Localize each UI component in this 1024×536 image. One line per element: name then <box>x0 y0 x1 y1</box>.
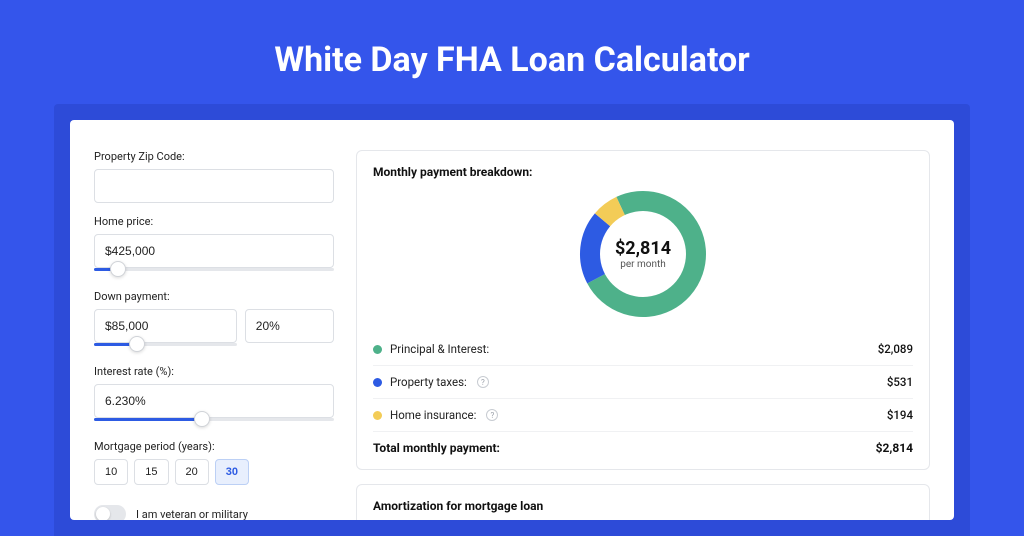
total-label: Total monthly payment: <box>373 441 500 455</box>
period-button-10[interactable]: 10 <box>94 459 128 485</box>
legend-dot <box>373 411 382 420</box>
period-button-group: 1015 2030 <box>94 459 334 485</box>
down-payment-label: Down payment: <box>94 290 334 303</box>
interest-rate-field: Interest rate (%): <box>94 365 334 428</box>
home-price-input[interactable] <box>94 234 334 268</box>
home-price-slider[interactable] <box>94 264 334 278</box>
content-band: Property Zip Code: Home price: Down paym… <box>54 104 970 536</box>
zip-field: Property Zip Code: <box>94 150 334 203</box>
donut-amount: $2,814 <box>615 238 671 259</box>
line-item-label: Home insurance: <box>390 408 476 422</box>
home-price-label: Home price: <box>94 215 334 228</box>
period-button-30[interactable]: 30 <box>215 459 249 485</box>
page-title: White Day FHA Loan Calculator <box>54 40 970 80</box>
zip-input[interactable] <box>94 169 334 203</box>
total-row: Total monthly payment: $2,814 <box>373 431 913 455</box>
amortization-panel: Amortization for mortgage loan Amortizat… <box>356 484 930 520</box>
breakdown-panel: Monthly payment breakdown: $2,814 per mo… <box>356 150 930 470</box>
home-price-field: Home price: <box>94 215 334 278</box>
donut-chart-wrap: $2,814 per month <box>373 189 913 319</box>
period-button-20[interactable]: 20 <box>175 459 209 485</box>
legend-dot <box>373 378 382 387</box>
calculator-card: Property Zip Code: Home price: Down paym… <box>70 120 954 520</box>
down-percent-input[interactable] <box>245 309 334 343</box>
line-item-value: $531 <box>887 375 913 389</box>
period-label: Mortgage period (years): <box>94 440 334 453</box>
line-item-label: Principal & Interest: <box>390 342 489 356</box>
info-icon[interactable]: ? <box>486 409 498 421</box>
line-items: Principal & Interest: $2,089 Property taxe… <box>373 333 913 431</box>
form-column: Property Zip Code: Home price: Down paym… <box>94 150 334 520</box>
down-payment-slider[interactable] <box>94 339 237 353</box>
line-item-value: $194 <box>887 408 913 422</box>
breakdown-line-item: Home insurance:? $194 <box>373 398 913 431</box>
page-root: White Day FHA Loan Calculator Property Z… <box>0 0 1024 536</box>
rate-label: Interest rate (%): <box>94 365 334 378</box>
line-item-label: Property taxes: <box>390 375 467 389</box>
down-payment-field: Down payment: <box>94 290 334 353</box>
donut-center: $2,814 per month <box>600 211 686 297</box>
donut-subtext: per month <box>620 259 666 270</box>
mortgage-period-field: Mortgage period (years): 1015 2030 <box>94 440 334 485</box>
legend-dot <box>373 345 382 354</box>
toggle-thumb <box>96 507 110 520</box>
breakdown-line-item: Principal & Interest: $2,089 <box>373 333 913 365</box>
line-item-value: $2,089 <box>878 342 913 356</box>
zip-label: Property Zip Code: <box>94 150 334 163</box>
amortization-title: Amortization for mortgage loan <box>373 499 913 513</box>
veteran-toggle[interactable] <box>94 505 126 520</box>
breakdown-title: Monthly payment breakdown: <box>373 165 913 179</box>
period-button-15[interactable]: 15 <box>134 459 168 485</box>
veteran-label: I am veteran or military <box>136 508 248 521</box>
veteran-row: I am veteran or military <box>94 505 334 520</box>
rate-input[interactable] <box>94 384 334 418</box>
rate-slider[interactable] <box>94 414 334 428</box>
info-icon[interactable]: ? <box>477 376 489 388</box>
total-value: $2,814 <box>876 441 913 455</box>
breakdown-line-item: Property taxes:? $531 <box>373 365 913 398</box>
down-amount-input[interactable] <box>94 309 237 343</box>
results-column: Monthly payment breakdown: $2,814 per mo… <box>356 150 930 520</box>
donut-chart: $2,814 per month <box>578 189 708 319</box>
